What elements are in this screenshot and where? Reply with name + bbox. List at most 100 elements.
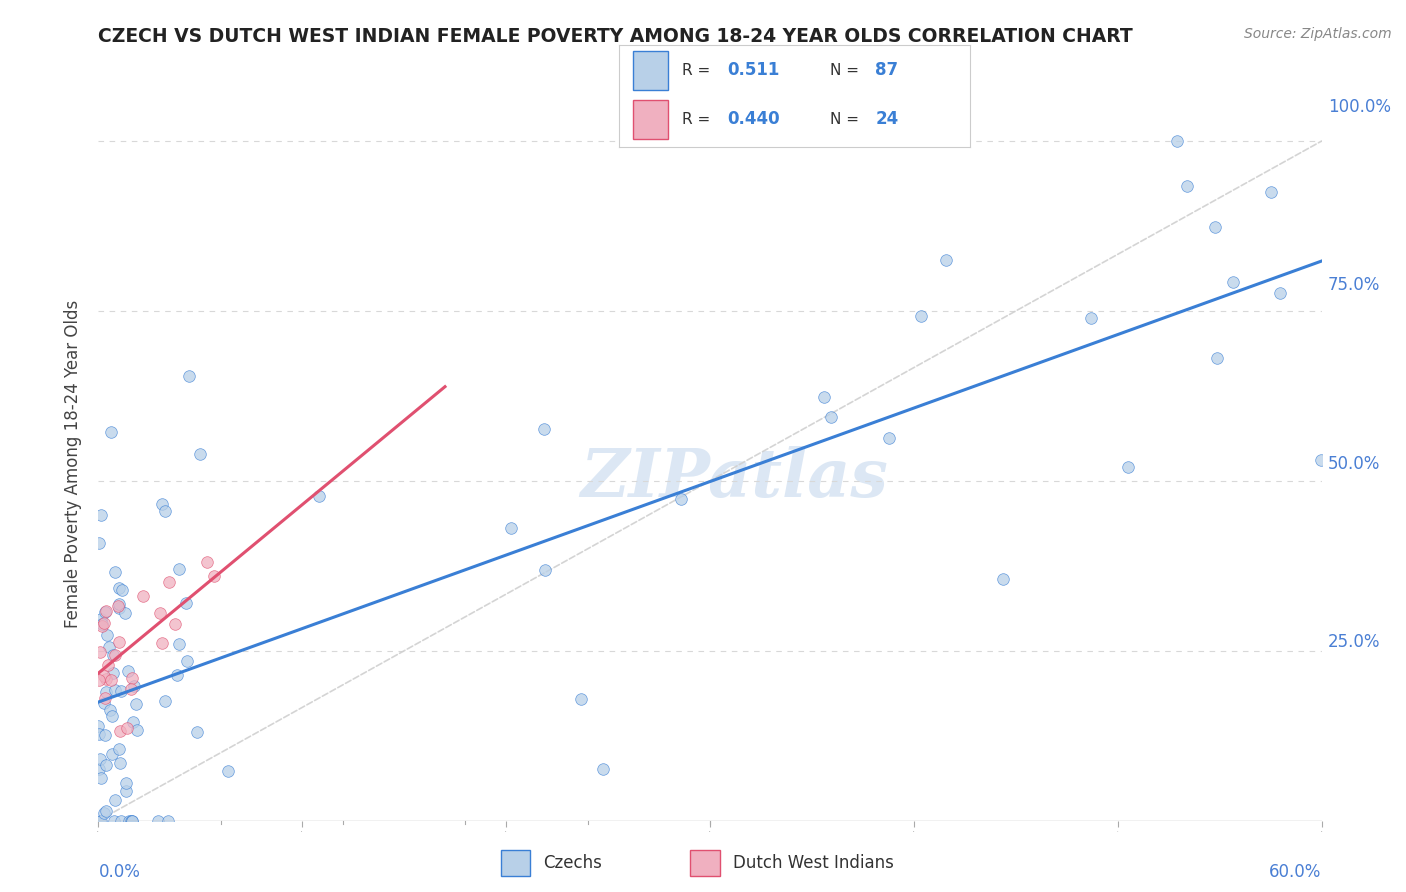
- Point: [118, 814, 141, 828]
- Point: [1166, 134, 1188, 148]
- Point: [94, 685, 117, 699]
- Point: [104, 565, 127, 579]
- Point: [111, 583, 134, 598]
- Point: [533, 422, 555, 436]
- Point: [107, 581, 129, 595]
- Point: [100, 709, 122, 723]
- Point: [176, 654, 198, 668]
- Point: [157, 575, 180, 590]
- Point: [125, 723, 148, 738]
- Text: 25.0%: 25.0%: [1327, 633, 1381, 651]
- Point: [177, 368, 200, 383]
- Point: [90, 771, 112, 785]
- Text: 100.0%: 100.0%: [1327, 98, 1391, 116]
- Point: [115, 721, 138, 735]
- Text: 0.511: 0.511: [728, 62, 780, 79]
- Point: [186, 725, 208, 739]
- Point: [149, 606, 172, 620]
- Point: [121, 715, 143, 730]
- Point: [935, 253, 957, 268]
- Text: N =: N =: [830, 62, 863, 78]
- Point: [534, 563, 557, 577]
- Text: Source: ZipAtlas.com: Source: ZipAtlas.com: [1244, 27, 1392, 41]
- Point: [93, 696, 115, 710]
- Point: [90, 619, 112, 633]
- Point: [1080, 310, 1102, 325]
- Point: [100, 425, 122, 439]
- Point: [97, 657, 120, 672]
- Point: [87, 762, 110, 776]
- Point: [117, 664, 139, 678]
- Point: [107, 742, 129, 756]
- Point: [90, 814, 112, 828]
- Point: [569, 692, 592, 706]
- Text: 87: 87: [875, 62, 898, 79]
- Point: [108, 723, 131, 738]
- Point: [104, 793, 127, 807]
- Point: [89, 814, 111, 828]
- Text: 75.0%: 75.0%: [1327, 277, 1381, 294]
- Point: [146, 814, 169, 828]
- Point: [671, 491, 693, 506]
- Point: [94, 728, 117, 742]
- Text: R =: R =: [682, 112, 716, 127]
- Point: [93, 606, 115, 620]
- Point: [150, 497, 173, 511]
- Point: [98, 703, 121, 717]
- Point: [820, 410, 842, 425]
- Point: [108, 597, 131, 611]
- Point: [90, 508, 112, 522]
- Point: [114, 606, 136, 620]
- Point: [166, 668, 188, 682]
- Point: [89, 752, 111, 766]
- Point: [94, 757, 117, 772]
- Point: [1206, 351, 1229, 366]
- Point: [120, 814, 142, 828]
- Point: [121, 814, 143, 828]
- FancyBboxPatch shape: [633, 51, 668, 90]
- Point: [104, 648, 127, 663]
- Point: [89, 536, 111, 550]
- Point: [87, 727, 110, 741]
- Text: 50.0%: 50.0%: [1327, 455, 1381, 473]
- Point: [101, 747, 124, 762]
- Point: [125, 697, 148, 711]
- Point: [115, 775, 138, 789]
- Point: [107, 601, 129, 615]
- Text: ZIPatlas: ZIPatlas: [581, 446, 889, 510]
- Point: [115, 783, 138, 797]
- Point: [104, 683, 127, 698]
- Point: [991, 572, 1014, 586]
- Point: [169, 562, 191, 576]
- Point: [592, 762, 614, 776]
- Point: [93, 669, 115, 683]
- Point: [1204, 219, 1226, 234]
- Text: Czechs: Czechs: [543, 854, 602, 872]
- Text: 60.0%: 60.0%: [1270, 863, 1322, 881]
- Point: [96, 628, 118, 642]
- Point: [120, 681, 142, 696]
- Point: [89, 645, 111, 659]
- Point: [121, 814, 143, 828]
- Text: Dutch West Indians: Dutch West Indians: [733, 854, 893, 872]
- Text: R =: R =: [682, 62, 716, 78]
- Text: 0.0%: 0.0%: [98, 863, 141, 881]
- Point: [110, 756, 132, 770]
- Point: [217, 764, 239, 778]
- Point: [165, 616, 187, 631]
- Point: [910, 309, 932, 323]
- Point: [103, 648, 125, 662]
- Point: [94, 804, 117, 818]
- Point: [100, 673, 122, 687]
- Point: [153, 503, 176, 517]
- Point: [204, 568, 226, 582]
- Point: [156, 814, 179, 828]
- Point: [93, 806, 115, 821]
- Point: [1268, 285, 1291, 300]
- Point: [94, 604, 117, 618]
- Point: [167, 637, 190, 651]
- Point: [107, 599, 129, 614]
- Point: [174, 597, 197, 611]
- Text: 24: 24: [875, 111, 898, 128]
- Point: [813, 390, 835, 404]
